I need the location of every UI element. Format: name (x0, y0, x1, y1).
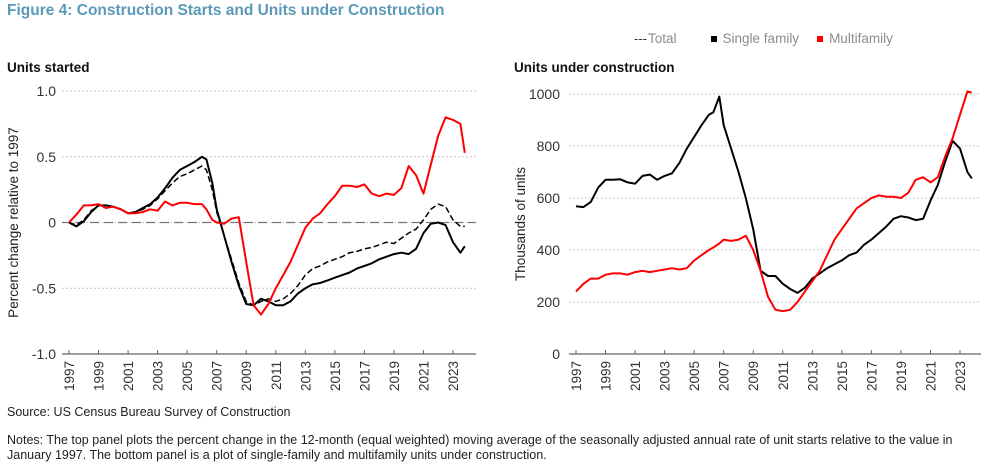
left-x-tick-label: 2017 (357, 361, 372, 391)
right-x-tick-label: 2005 (687, 361, 702, 391)
right-series-single-family (575, 95, 973, 294)
right-x-tick-label: 2013 (805, 361, 820, 391)
legend: --- Total Single family Multifamily (634, 31, 893, 46)
left-x-tick-label: 2015 (328, 361, 343, 391)
left-series-multifamily (68, 116, 466, 316)
right-x-tick-label: 2011 (776, 361, 791, 390)
right-panel-title: Units under construction (514, 60, 675, 75)
right-x-tick-label: 2015 (835, 361, 850, 391)
left-y-tick-label: 0.5 (37, 149, 57, 165)
left-panel-title: Units started (7, 60, 90, 75)
right-x-tick-label: 2009 (746, 361, 761, 391)
left-x-tick-label: 2001 (121, 361, 136, 391)
left-x-tick-label: 2009 (239, 361, 254, 391)
right-x-tick-label: 2001 (628, 361, 643, 391)
right-x-tick-label: 1999 (599, 361, 614, 391)
right-y-tick-label: 0 (552, 346, 560, 362)
left-x-tick-label: 2007 (210, 361, 225, 391)
right-y-tick-label: 400 (537, 242, 561, 258)
left-y-tick-label: 0 (48, 215, 56, 231)
source-note: Source: US Census Bureau Survey of Const… (7, 405, 291, 419)
left-x-tick-label: 2021 (416, 361, 431, 391)
left-y-tick-label: -0.5 (32, 280, 56, 296)
left-x-tick-label: 2013 (298, 361, 313, 391)
right-x-tick-label: 1997 (569, 361, 584, 391)
legend-item-multifamily: Multifamily (817, 31, 893, 46)
left-x-tick-label: 2011 (269, 361, 284, 390)
right-y-tick-label: 1000 (529, 86, 560, 102)
left-y-axis-label: Percent change relative to 1997 (6, 127, 21, 318)
right-x-tick-label: 2017 (864, 361, 879, 391)
left-series-single-family (68, 155, 466, 307)
right-y-tick-label: 600 (537, 190, 561, 206)
left-x-tick-label: 2023 (446, 361, 461, 391)
right-x-tick-label: 2021 (923, 361, 938, 391)
left-x-tick-label: 1999 (92, 361, 107, 391)
legend-item-single-family: Single family (710, 31, 800, 46)
left-x-tick-label: 2003 (151, 361, 166, 391)
notes-text: Notes: The top panel plots the percent c… (7, 433, 953, 462)
legend-square-swatch-icon (817, 35, 824, 42)
right-x-tick-label: 2023 (953, 361, 968, 391)
right-y-tick-label: 800 (537, 138, 561, 154)
legend-label-multifamily: Multifamily (829, 31, 893, 46)
right-y-tick-label: 200 (537, 294, 561, 310)
left-series-total (68, 165, 465, 307)
right-y-axis-label: Thousands of units (513, 167, 528, 281)
left-x-tick-label: 2005 (180, 361, 195, 391)
legend-label-total: Total (648, 31, 677, 46)
left-y-tick-label: 1.0 (37, 83, 57, 99)
legend-label-single-family: Single family (722, 31, 800, 46)
charts-canvas: 1.0 0.5 0 -0.5 -1.0 1997 1999 2001 2003 2005 2007 2… (6, 83, 981, 391)
legend-item-total: --- Total (634, 31, 677, 46)
legend-dash-swatch-icon: --- (634, 31, 647, 46)
right-x-tick-label: 2019 (894, 361, 909, 391)
left-x-tick-label: 2019 (387, 361, 402, 391)
legend-square-swatch-icon (710, 35, 717, 42)
right-series-multifamily (575, 90, 973, 313)
right-x-tick-label: 2007 (717, 361, 732, 391)
figure-title: Figure 4: Construction Starts and Units … (7, 2, 445, 19)
right-x-tick-label: 2003 (658, 361, 673, 391)
left-x-tick-label: 1997 (62, 361, 77, 391)
left-y-tick-label: -1.0 (32, 346, 56, 362)
